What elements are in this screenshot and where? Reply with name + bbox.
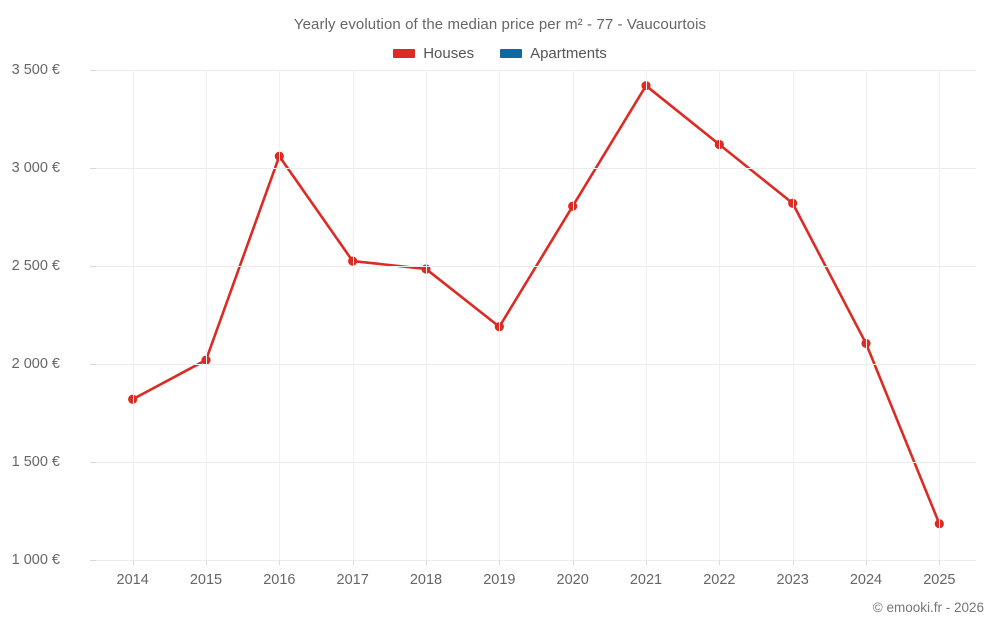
x-tick-label: 2017 [336,572,369,588]
x-gridline [572,70,574,560]
y-gridline [96,168,976,169]
x-tick-label: 2019 [483,572,516,588]
series-layer [128,81,944,529]
x-tick-mark [426,560,427,565]
x-tick-label: 2023 [776,572,809,588]
x-tick-mark [132,560,134,565]
x-gridline [132,70,134,560]
plot-area: 1 000 € 1 500 € 2 000 € 2 500 € 3 000 € 3 500… [12,62,976,588]
x-gridline [792,70,794,560]
legend-swatch-houses [393,49,416,58]
x-tick-mark [206,560,207,565]
y-tick-mark [90,70,96,71]
x-tick-label: 2022 [703,572,736,588]
y-tick-label: 1 500 € [11,454,60,470]
x-tick-label: 2014 [116,572,149,588]
x-tick-label: 2018 [409,572,443,588]
x-tick-label: 2020 [556,572,589,588]
legend-item-houses[interactable]: Houses [393,45,474,62]
x-tick-mark [792,560,794,565]
x-tick-label: 2025 [923,572,956,588]
y-tick-mark [90,462,96,463]
x-tick-label: 2015 [189,572,223,588]
y-gridline [96,70,976,71]
x-gridline [279,70,281,560]
x-gridline [499,70,501,560]
y-tick-label: 3 000 € [11,160,60,176]
x-gridline [939,70,941,560]
x-tick-label: 2024 [849,572,883,588]
x-gridline [352,70,354,560]
x-gridline [426,70,427,560]
x-tick-mark [279,560,281,565]
legend-item-apartments[interactable]: Apartments [500,45,607,62]
copyright-credit: © emooki.fr - 2026 [872,600,984,615]
legend-swatch-apartments [500,49,523,58]
legend-label-apartments: Apartments [530,45,607,62]
x-tick-mark [499,560,501,565]
y-gridline [96,266,976,267]
x-tick-mark [866,560,867,565]
y-tick-label: 1 000 € [11,552,60,568]
y-tick-label: 2 500 € [11,258,60,274]
legend-label-houses: Houses [423,45,475,62]
x-tick-mark [939,560,941,565]
y-tick-mark [90,266,96,267]
y-tick-label: 3 500 € [11,62,60,78]
x-gridline [719,70,721,560]
chart-legend: Houses Apartments [0,45,1000,62]
x-tick-mark [352,560,354,565]
series-line-houses [131,84,941,526]
x-gridline [206,70,207,560]
x-tick-mark [646,560,647,565]
y-gridline [96,560,976,561]
y-tick-mark [90,168,96,169]
x-tick-mark [719,560,721,565]
y-tick-label: 2 000 € [11,356,60,372]
x-tick-label: 2016 [263,572,296,588]
x-tick-mark [572,560,574,565]
y-tick-mark [90,560,96,561]
x-gridline [646,70,647,560]
y-gridline [96,462,976,463]
x-tick-label: 2021 [629,572,663,588]
chart-title: Yearly evolution of the median price per… [293,16,707,33]
x-gridline [866,70,867,560]
y-gridline [96,364,976,365]
y-tick-mark [90,364,96,365]
